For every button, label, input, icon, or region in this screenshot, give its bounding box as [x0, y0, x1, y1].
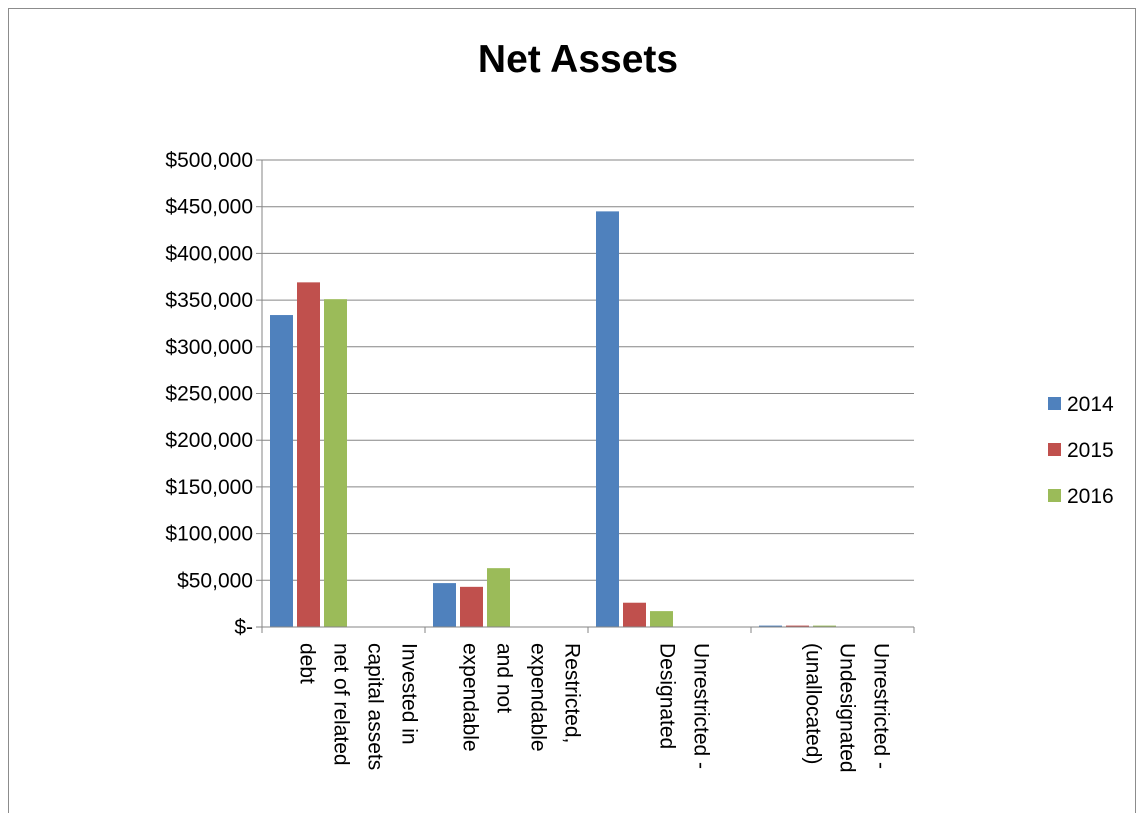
- y-tick-label: $350,000: [165, 289, 253, 312]
- category-label-line: and not: [493, 643, 516, 713]
- bar-2016-2: [487, 568, 510, 627]
- bar-2014-1: [270, 315, 293, 627]
- legend-label-2016: 2016: [1067, 485, 1114, 508]
- legend-label-2014: 2014: [1067, 393, 1114, 416]
- category-label-line: debt: [296, 643, 319, 684]
- bar-2014-3: [596, 211, 619, 627]
- bar-2015-3: [623, 602, 646, 627]
- category-label-line: capital assets: [364, 643, 387, 770]
- category-label-line: Designated: [656, 643, 679, 749]
- category-label-line: Unrestricted -: [870, 643, 893, 769]
- category-label-line: expendable: [527, 643, 550, 752]
- category-label-line: expendable: [459, 643, 482, 752]
- y-tick-label: $400,000: [165, 242, 253, 265]
- category-label-line: Unrestricted -: [690, 643, 713, 769]
- bar-2015-2: [460, 586, 483, 627]
- legend-swatch-2014: [1048, 397, 1061, 410]
- x-axis: [261, 160, 915, 633]
- category-label-line: Undesignated: [836, 643, 859, 773]
- legend: 2014 2015 2016: [1048, 393, 1114, 508]
- y-axis-ticks: $- $50,000 $100,000 $150,000 $200,000 $250,00…: [165, 149, 262, 639]
- chart-frame: [8, 8, 1136, 813]
- category-label: Unrestricted - Designated: [656, 643, 713, 769]
- category-label-line: Restricted,: [561, 643, 584, 743]
- bar-2016-1: [324, 299, 347, 627]
- y-tick-label: $450,000: [165, 196, 253, 219]
- y-tick-label: $300,000: [165, 336, 253, 359]
- bar-2016-4: [813, 625, 836, 627]
- category-label-line: (unallocated): [802, 643, 825, 764]
- y-tick-label: $100,000: [165, 523, 253, 546]
- category-label: Restricted, expendable and not expendable: [459, 643, 584, 752]
- legend-label-2015: 2015: [1067, 439, 1114, 462]
- legend-swatch-2015: [1048, 443, 1061, 456]
- y-tick-label: $250,000: [165, 383, 253, 406]
- category-label-line: net of related: [330, 643, 353, 766]
- y-tick-label: $150,000: [165, 476, 253, 499]
- bar-2015-4: [786, 625, 809, 627]
- category-label: Invested in capital assets net of related d…: [296, 643, 421, 770]
- bar-2015-1: [297, 282, 320, 627]
- bar-2014-4: [759, 625, 782, 627]
- legend-swatch-2016: [1048, 489, 1061, 502]
- y-tick-label: $-: [234, 616, 253, 639]
- category-label-line: Invested in: [398, 643, 421, 745]
- y-tick-label: $500,000: [165, 149, 253, 172]
- chart-title: Net Assets: [478, 38, 678, 81]
- bar-2014-2: [433, 583, 456, 627]
- category-label: Unrestricted - Undesignated (unallocated): [802, 643, 893, 773]
- bar-2016-3: [650, 611, 673, 627]
- gridlines: [262, 159, 914, 581]
- bars: [270, 211, 836, 627]
- y-tick-label: $200,000: [165, 429, 253, 452]
- y-tick-label: $50,000: [177, 569, 253, 592]
- category-labels: Invested in capital assets net of related d…: [296, 643, 893, 773]
